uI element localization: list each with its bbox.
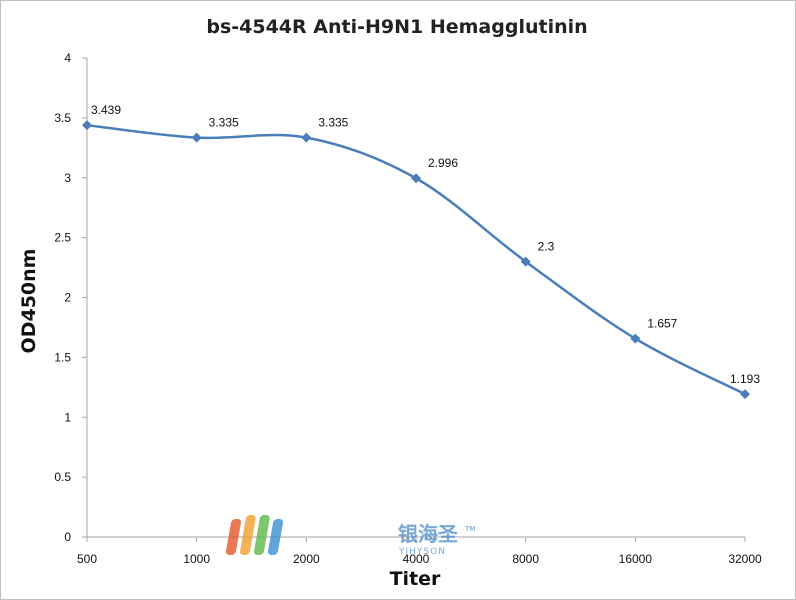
x-tick-label: 16000 [619, 552, 653, 566]
y-tick-label: 0 [64, 530, 71, 544]
data-label: 2.3 [538, 240, 555, 254]
x-axis: 500 1000 2000 4000 8000 16000 32000 [77, 536, 762, 566]
data-label: 3.439 [91, 103, 121, 117]
data-point-marker [411, 173, 421, 184]
data-label: 3.335 [209, 116, 239, 130]
x-tick-label: 8000 [512, 552, 539, 566]
y-tick-label: 1 [64, 410, 71, 424]
series: 3.439 3.335 3.335 2.996 2.3 1.657 1.193 [82, 103, 760, 400]
y-tick-label: 3 [64, 171, 71, 185]
watermark-cn: 银海圣 [398, 522, 459, 546]
data-label: 3.335 [318, 116, 348, 130]
data-point-marker [630, 333, 641, 344]
watermark-tm: TM [464, 525, 475, 533]
x-tick-label: 2000 [293, 552, 320, 566]
data-point-marker [520, 256, 531, 267]
x-tick-label: 32000 [728, 552, 762, 566]
y-tick-label: 3.5 [54, 111, 71, 125]
data-label: 2.996 [428, 156, 458, 170]
series-line [86, 123, 746, 396]
y-axis-title: OD450nm [18, 249, 40, 354]
yihyson-logo-icon [225, 515, 284, 555]
y-tick-label: 2 [64, 291, 71, 305]
data-point-marker [740, 389, 750, 400]
y-tick-label: 0.5 [54, 470, 71, 484]
watermark-en: YIHYSON [398, 547, 446, 557]
data-label: 1.657 [647, 317, 677, 331]
chart-title: bs-4544R Anti-H9N1 Hemagglutinin [206, 16, 587, 38]
y-tick-label: 4 [64, 51, 71, 65]
watermark-logo: 银海圣 YIHYSON TM [225, 515, 475, 557]
x-tick-label: 500 [77, 552, 97, 566]
y-tick-label: 1.5 [54, 350, 71, 364]
data-point-marker [301, 132, 312, 143]
x-axis-title: Titer [390, 568, 441, 590]
x-tick-label: 1000 [183, 552, 210, 566]
data-point-marker [191, 132, 202, 143]
y-tick-label: 2.5 [54, 231, 71, 245]
y-axis: 0 0.5 1 1.5 2 2.5 3 3.5 4 [54, 51, 88, 544]
data-label: 1.193 [730, 372, 760, 386]
x-tick-label: 4000 [403, 552, 430, 566]
data-point-marker [82, 120, 92, 131]
